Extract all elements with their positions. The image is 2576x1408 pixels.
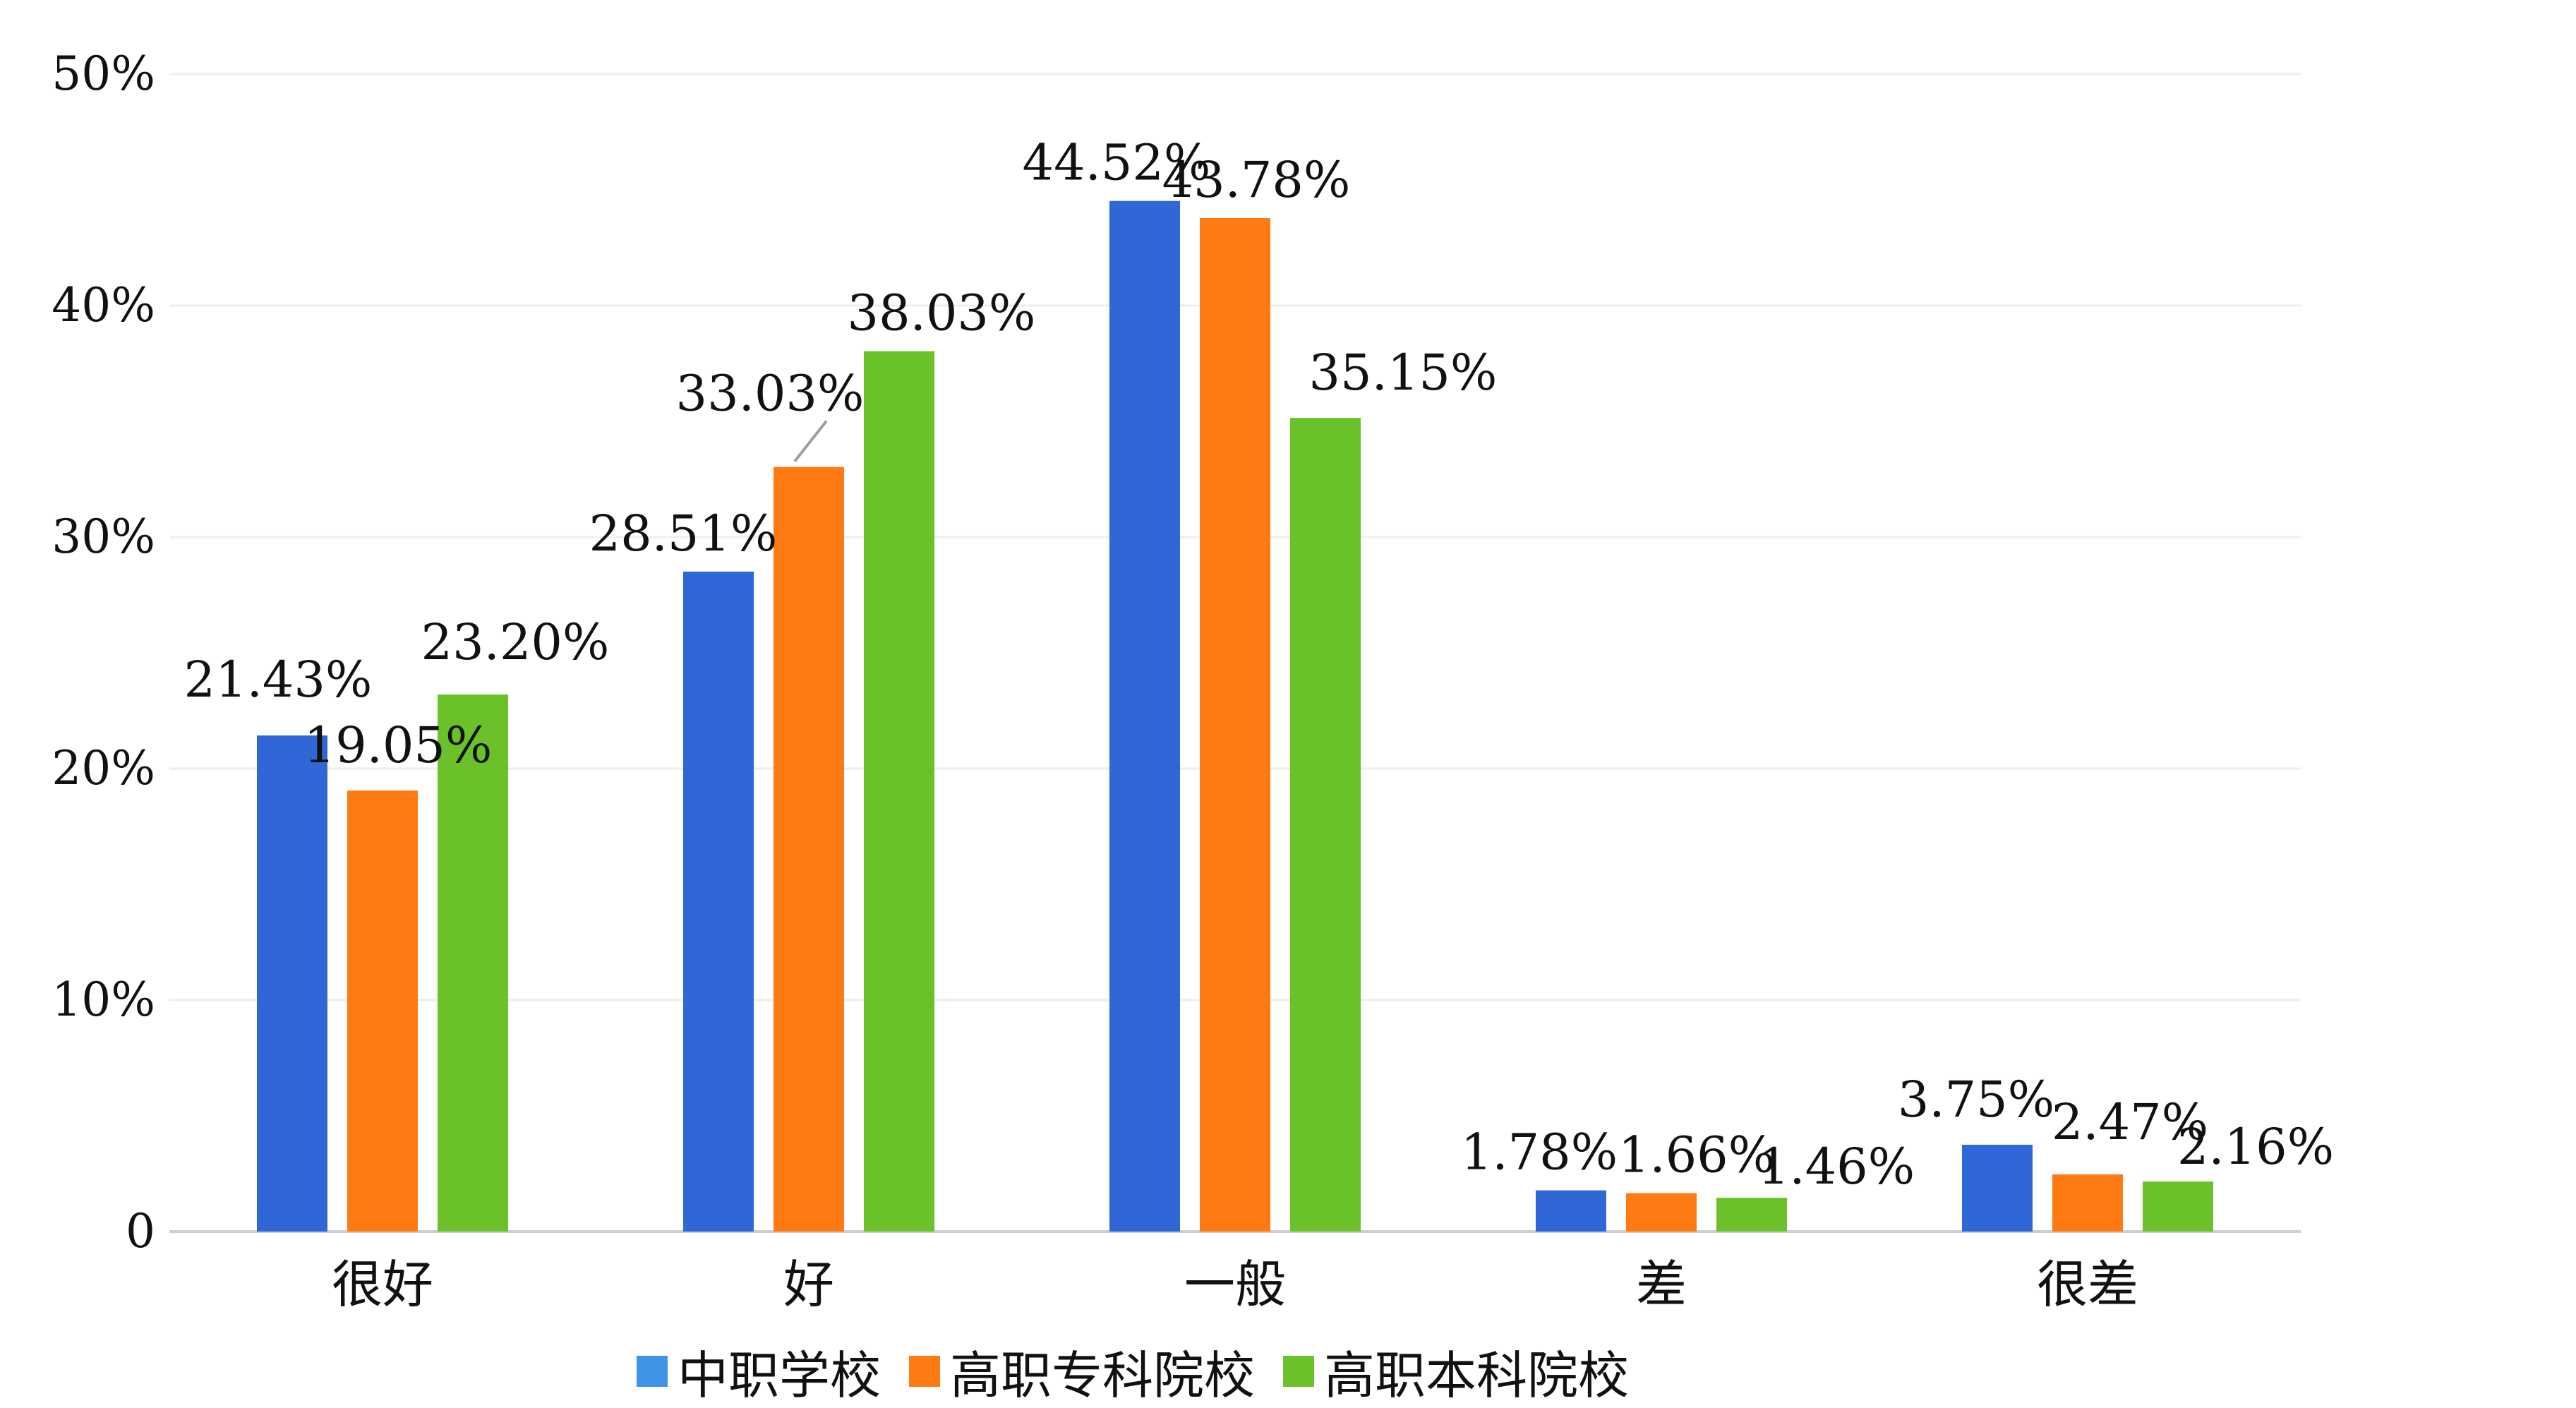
y-tick-label-5: 50%	[52, 47, 155, 101]
x-category-label-2: 一般	[1184, 1255, 1286, 1314]
x-category-label-3: 差	[1636, 1255, 1687, 1314]
bar-3-1	[1626, 1193, 1697, 1232]
bars	[257, 200, 2213, 1232]
data-label-4-2: 2.16%	[2177, 1118, 2334, 1176]
x-axis-categories: 很好 好 一般 差 很差	[332, 1255, 2138, 1314]
bar-0-0	[257, 735, 327, 1232]
legend-label-series-0: 中职学校	[677, 1346, 881, 1405]
data-label-4-1: 2.47%	[2052, 1093, 2208, 1151]
y-tick-label-3: 30%	[52, 510, 155, 564]
data-label-3-1: 1.66%	[1618, 1126, 1775, 1184]
bar-2-0	[1109, 200, 1180, 1232]
y-tick-label-4: 40%	[52, 278, 155, 332]
data-labels: 21.43% 19.05% 23.20% 28.51% 33.03% 38.03% 44.5…	[184, 134, 2335, 1196]
legend-label-series-2: 高职本科院校	[1324, 1346, 1630, 1405]
x-category-label-4: 很差	[2037, 1255, 2138, 1314]
y-tick-label-2: 20%	[52, 741, 155, 795]
data-label-3-0: 1.78%	[1461, 1124, 1618, 1181]
data-label-0-0: 21.43%	[184, 651, 373, 709]
data-label-2-2: 35.15%	[1309, 344, 1498, 402]
bar-2-2	[1290, 418, 1361, 1232]
x-category-label-1: 好	[783, 1255, 834, 1314]
data-label-4-0: 3.75%	[1898, 1071, 2054, 1129]
x-category-label-0: 很好	[332, 1255, 433, 1314]
bar-0-1	[347, 790, 418, 1232]
bar-3-2	[1716, 1198, 1787, 1232]
bar-1-1	[774, 467, 844, 1232]
legend-swatch-series-0	[636, 1355, 668, 1387]
data-label-1-0: 28.51%	[589, 505, 778, 562]
y-tick-label-0: 0	[126, 1204, 155, 1258]
bar-0-2	[438, 694, 508, 1232]
y-axis-ticks: 0 10% 20% 30% 40% 50%	[52, 47, 155, 1258]
data-label-1-2: 38.03%	[848, 284, 1036, 342]
data-label-3-2: 1.46%	[1758, 1138, 1915, 1196]
bar-1-0	[683, 571, 754, 1232]
bar-1-2	[864, 351, 934, 1232]
bar-2-1	[1200, 218, 1270, 1232]
data-label-0-2: 23.20%	[421, 613, 610, 671]
bar-4-1	[2052, 1174, 2123, 1232]
legend-item-series-1: 高职专科院校	[908, 1334, 1255, 1408]
legend-item-series-0: 中职学校	[636, 1334, 881, 1408]
y-tick-label-1: 10%	[52, 973, 155, 1027]
bar-4-0	[1962, 1145, 2033, 1232]
bar-3-0	[1536, 1190, 1606, 1232]
leader-line-1-1	[793, 420, 828, 462]
data-label-2-1: 43.78%	[1162, 151, 1351, 209]
bar-4-2	[2143, 1181, 2213, 1232]
legend: 中职学校 高职专科院校 高职本科院校	[0, 1334, 2576, 1408]
legend-item-series-2: 高职本科院校	[1283, 1334, 1629, 1408]
data-label-1-1: 33.03%	[676, 365, 865, 423]
data-label-2-0: 44.52%	[1023, 134, 1211, 192]
legend-swatch-series-2	[1283, 1355, 1314, 1387]
data-label-0-1: 19.05%	[304, 716, 493, 774]
legend-swatch-series-1	[908, 1355, 940, 1387]
legend-label-series-1: 高职专科院校	[949, 1346, 1255, 1405]
